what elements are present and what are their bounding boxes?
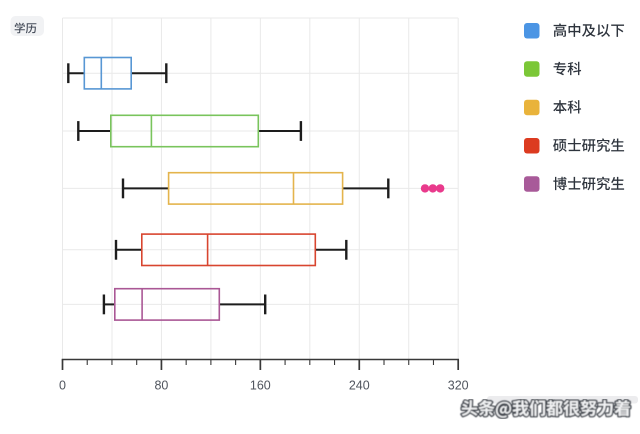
svg-text:0: 0 — [59, 379, 66, 393]
svg-text:320: 320 — [448, 379, 469, 393]
svg-text:80: 80 — [154, 379, 168, 393]
svg-text:160: 160 — [250, 379, 271, 393]
svg-text:240: 240 — [349, 379, 370, 393]
